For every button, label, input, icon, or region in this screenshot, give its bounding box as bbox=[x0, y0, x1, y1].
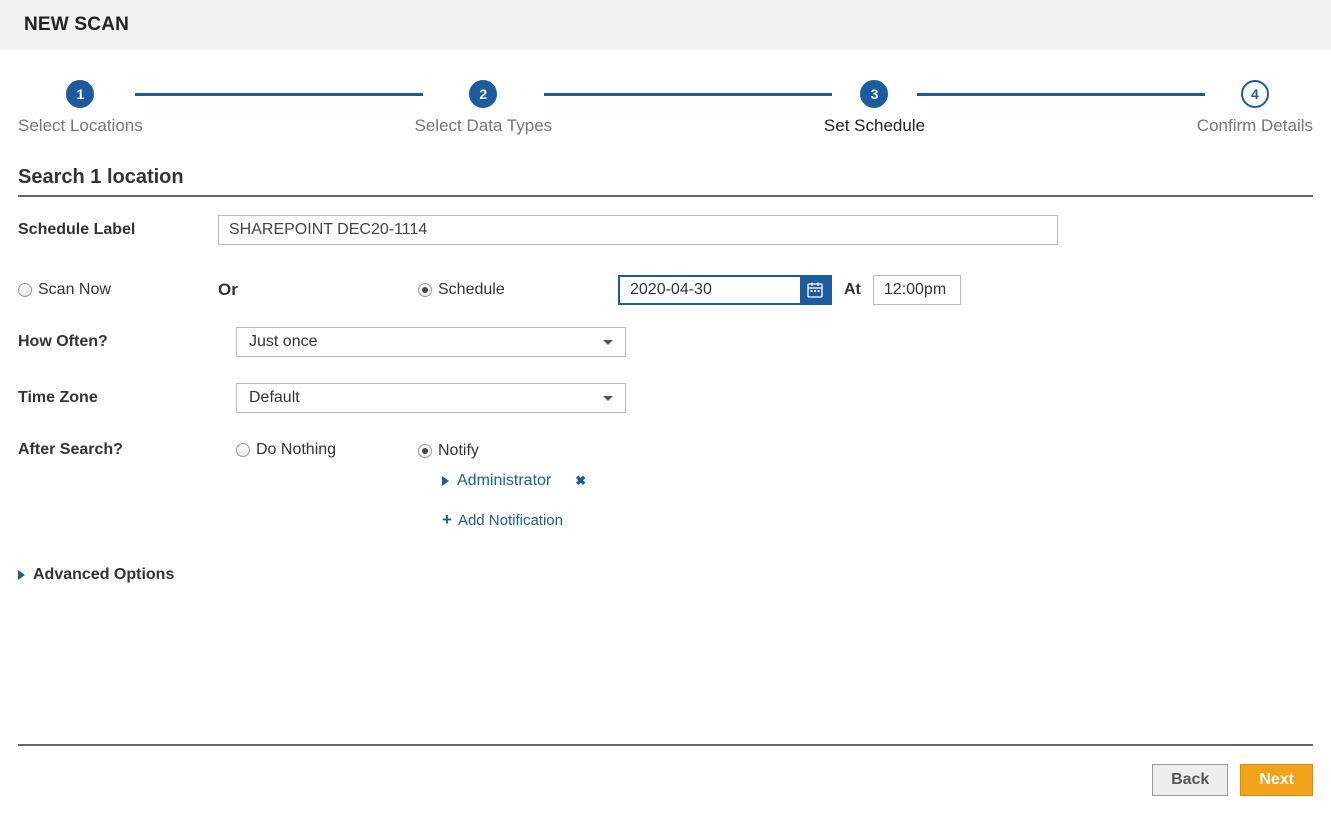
notify-recipient-name: Administrator bbox=[457, 472, 551, 490]
footer-divider bbox=[18, 744, 1313, 746]
step-label-2: Select Data Types bbox=[415, 116, 553, 136]
radio-icon bbox=[18, 283, 32, 297]
how-often-select[interactable]: Just once bbox=[236, 327, 626, 357]
schedule-radio-label: Schedule bbox=[438, 281, 505, 299]
calendar-icon bbox=[807, 282, 823, 298]
step-set-schedule[interactable]: 3 Set Schedule bbox=[824, 80, 925, 136]
step-circle-3: 3 bbox=[860, 80, 888, 108]
or-text: Or bbox=[218, 280, 238, 299]
step-select-data-types[interactable]: 2 Select Data Types bbox=[415, 80, 553, 136]
time-zone-value: Default bbox=[249, 389, 603, 407]
scan-now-radio[interactable]: Scan Now bbox=[18, 281, 218, 299]
step-confirm-details[interactable]: 4 Confirm Details bbox=[1197, 80, 1313, 136]
notify-radio[interactable]: Notify bbox=[418, 442, 479, 460]
time-zone-select[interactable]: Default bbox=[236, 383, 626, 413]
do-nothing-radio[interactable]: Do Nothing bbox=[236, 441, 336, 459]
expand-icon bbox=[442, 476, 449, 486]
chevron-down-icon bbox=[603, 340, 613, 345]
section-divider bbox=[18, 195, 1313, 197]
step-circle-4: 4 bbox=[1241, 80, 1269, 108]
schedule-label-input[interactable] bbox=[218, 215, 1058, 245]
advanced-options-label: Advanced Options bbox=[33, 566, 174, 584]
scan-now-label: Scan Now bbox=[38, 281, 111, 299]
step-label-4: Confirm Details bbox=[1197, 116, 1313, 136]
how-often-label: How Often? bbox=[18, 333, 218, 351]
next-button[interactable]: Next bbox=[1240, 764, 1313, 796]
step-connector bbox=[917, 93, 1205, 96]
back-button[interactable]: Back bbox=[1152, 764, 1228, 796]
step-label-3: Set Schedule bbox=[824, 116, 925, 136]
section-title: Search 1 location bbox=[18, 166, 1313, 189]
step-connector bbox=[135, 93, 423, 96]
schedule-radio[interactable]: Schedule bbox=[418, 281, 618, 299]
after-search-label: After Search? bbox=[18, 441, 218, 459]
schedule-date-input[interactable] bbox=[620, 277, 800, 303]
schedule-time-input[interactable] bbox=[873, 275, 961, 305]
date-field-wrap bbox=[618, 275, 832, 305]
do-nothing-label: Do Nothing bbox=[256, 441, 336, 459]
plus-icon: + bbox=[442, 510, 452, 530]
time-zone-label: Time Zone bbox=[18, 389, 218, 407]
page-header: NEW SCAN bbox=[0, 0, 1331, 50]
add-notification-label: Add Notification bbox=[458, 512, 563, 529]
calendar-button[interactable] bbox=[800, 277, 830, 303]
notify-recipient-item[interactable]: Administrator ✖ bbox=[442, 472, 1313, 490]
radio-icon bbox=[418, 283, 432, 297]
radio-icon bbox=[418, 444, 432, 458]
page-title: NEW SCAN bbox=[24, 14, 1307, 36]
wizard-footer: Back Next bbox=[18, 764, 1313, 816]
step-label-1: Select Locations bbox=[18, 116, 143, 136]
chevron-down-icon bbox=[603, 396, 613, 401]
add-notification-button[interactable]: + Add Notification bbox=[442, 510, 1313, 530]
at-label: At bbox=[844, 281, 861, 299]
step-circle-2: 2 bbox=[469, 80, 497, 108]
step-connector bbox=[544, 93, 832, 96]
radio-icon bbox=[236, 443, 250, 457]
expand-icon bbox=[18, 570, 25, 580]
remove-recipient-button[interactable]: ✖ bbox=[575, 473, 586, 489]
notify-label: Notify bbox=[438, 442, 479, 460]
step-circle-1: 1 bbox=[66, 80, 94, 108]
step-select-locations[interactable]: 1 Select Locations bbox=[18, 80, 143, 136]
advanced-options-toggle[interactable]: Advanced Options bbox=[18, 566, 1313, 584]
wizard-stepper: 1 Select Locations 2 Select Data Types 3… bbox=[18, 50, 1313, 156]
schedule-label-label: Schedule Label bbox=[18, 221, 218, 239]
how-often-value: Just once bbox=[249, 333, 603, 351]
